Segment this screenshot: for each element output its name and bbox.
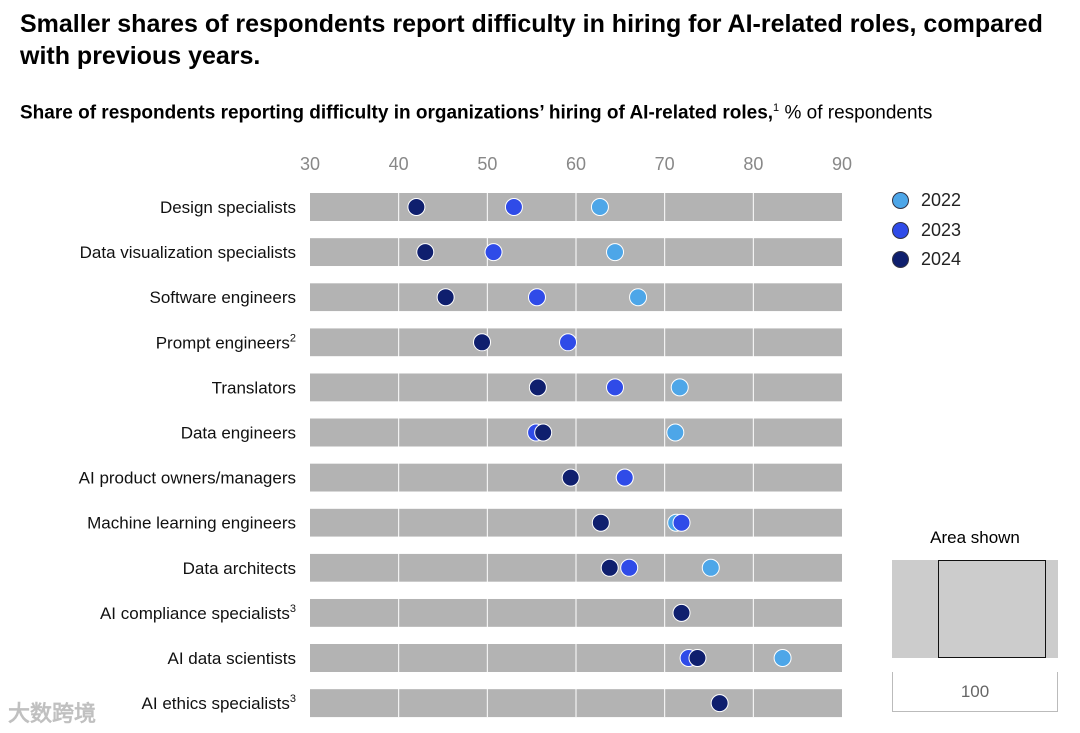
legend-label: 2023 bbox=[921, 219, 962, 240]
row-gap bbox=[310, 536, 842, 554]
row-gap bbox=[310, 672, 842, 690]
x-tick-label: 40 bbox=[389, 154, 409, 174]
category-label: AI product owners/managers bbox=[79, 469, 296, 488]
inset-full-range bbox=[892, 560, 1058, 658]
legend-swatch bbox=[892, 251, 909, 269]
data-point-2024 bbox=[688, 649, 707, 667]
legend-item-2023: 2023 bbox=[892, 216, 961, 246]
x-tick-label: 80 bbox=[743, 154, 763, 174]
legend-label: 2022 bbox=[921, 190, 962, 211]
data-point-2022 bbox=[701, 558, 720, 577]
inset-area-shown bbox=[938, 560, 1046, 658]
category-footnote: 3 bbox=[290, 693, 296, 705]
row-gap bbox=[310, 446, 842, 464]
x-tick-label: 90 bbox=[832, 154, 852, 174]
data-point-2023 bbox=[504, 198, 523, 216]
data-point-2024 bbox=[561, 468, 580, 487]
row-gap bbox=[310, 266, 842, 284]
subtitle-footnote: 1 bbox=[773, 102, 780, 114]
data-point-2022 bbox=[629, 288, 648, 307]
category-label: Design specialists bbox=[160, 198, 296, 217]
category-label: AI data scientists bbox=[167, 649, 296, 668]
data-point-2023 bbox=[606, 378, 625, 397]
legend-swatch bbox=[892, 221, 909, 239]
row-gap bbox=[310, 401, 842, 419]
category-footnote: 2 bbox=[290, 332, 296, 344]
row-gap bbox=[310, 626, 842, 644]
data-point-2022 bbox=[773, 649, 792, 667]
category-label: AI ethics specialists3 bbox=[142, 693, 296, 713]
legend-label: 2024 bbox=[921, 249, 962, 270]
category-label: Machine learning engineers bbox=[87, 514, 296, 533]
data-point-2022 bbox=[606, 243, 625, 262]
data-point-2024 bbox=[407, 198, 426, 216]
legend: 2022 2023 2024 bbox=[892, 186, 961, 275]
x-tick-label: 50 bbox=[477, 154, 497, 174]
data-point-2022 bbox=[670, 378, 689, 397]
unit-label: % of respondents bbox=[784, 102, 933, 124]
inset-label: Area shown bbox=[930, 528, 1020, 547]
data-point-2024 bbox=[436, 288, 455, 307]
row-gap bbox=[310, 311, 842, 329]
x-tick-label: 30 bbox=[300, 154, 320, 174]
data-point-2024 bbox=[672, 603, 691, 622]
row-gap bbox=[310, 581, 842, 599]
data-point-2023 bbox=[484, 243, 503, 262]
category-label: Translators bbox=[212, 378, 296, 397]
data-point-2023 bbox=[527, 288, 546, 307]
legend-swatch bbox=[892, 192, 909, 210]
data-point-2023 bbox=[559, 333, 578, 352]
data-point-2024 bbox=[591, 513, 610, 532]
chart-title: Smaller shares of respondents report dif… bbox=[20, 10, 1043, 70]
row-gap bbox=[310, 221, 842, 239]
data-point-2024 bbox=[473, 333, 492, 352]
data-point-2023 bbox=[615, 468, 634, 487]
category-label: Data visualization specialists bbox=[80, 243, 296, 262]
subtitle-text: Share of respondents reporting difficult… bbox=[20, 102, 774, 124]
data-point-2022 bbox=[666, 423, 685, 442]
chart-subtitle: Share of respondents reporting difficult… bbox=[20, 102, 932, 124]
x-tick-label: 70 bbox=[655, 154, 675, 174]
data-point-2024 bbox=[528, 378, 547, 397]
category-footnote: 3 bbox=[290, 603, 296, 615]
legend-item-2022: 2022 bbox=[892, 186, 961, 216]
category-label: Data engineers bbox=[181, 424, 296, 443]
data-point-2024 bbox=[710, 694, 729, 713]
data-point-2024 bbox=[534, 423, 553, 442]
data-point-2024 bbox=[416, 243, 435, 262]
data-point-2024 bbox=[600, 558, 619, 577]
row-gap bbox=[310, 356, 842, 374]
data-point-2023 bbox=[672, 513, 691, 532]
data-point-2023 bbox=[620, 558, 639, 577]
legend-item-2024: 2024 bbox=[892, 245, 961, 275]
inset-scale-label: 100 bbox=[892, 672, 1058, 712]
data-point-2022 bbox=[590, 198, 609, 216]
x-tick-label: 60 bbox=[566, 154, 586, 174]
category-label: Prompt engineers2 bbox=[156, 332, 296, 352]
category-label: AI compliance specialists3 bbox=[100, 603, 296, 623]
row-gap bbox=[310, 491, 842, 509]
watermark: 大数跨境 bbox=[8, 701, 97, 726]
category-label: Software engineers bbox=[150, 288, 296, 307]
category-label: Data architects bbox=[183, 559, 296, 578]
